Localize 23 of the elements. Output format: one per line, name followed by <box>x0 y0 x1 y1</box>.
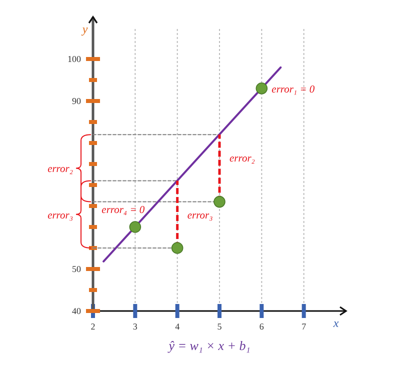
annotation: error₂ <box>230 154 256 165</box>
x-tick-label: 5 <box>217 321 222 332</box>
x-tick-label: 6 <box>259 321 264 332</box>
y-tick-label: 100 <box>68 54 82 64</box>
text: error₃ <box>48 210 74 222</box>
annotation: error₄ = 0 <box>102 205 146 216</box>
text: error₂ <box>48 164 74 176</box>
y-tick-label: 40 <box>72 306 82 316</box>
point <box>256 82 268 94</box>
point <box>214 196 226 208</box>
y-axis-title: y <box>81 22 88 36</box>
y-tick-label: 50 <box>72 264 82 274</box>
x-axis-title: x <box>332 316 340 330</box>
point <box>171 242 184 254</box>
text: ŷ = w₁ × x + b₁ <box>166 338 250 353</box>
x-tick-label: 2 <box>90 321 96 332</box>
annotation: error₁ = 0 <box>272 84 316 96</box>
annotation: error₃ <box>187 210 214 222</box>
x-tick-label: 4 <box>175 321 180 332</box>
y-tick-label: 90 <box>72 96 82 106</box>
x-tick-label: 7 <box>302 321 307 332</box>
point <box>129 221 142 233</box>
x-tick-label: 3 <box>132 321 138 332</box>
